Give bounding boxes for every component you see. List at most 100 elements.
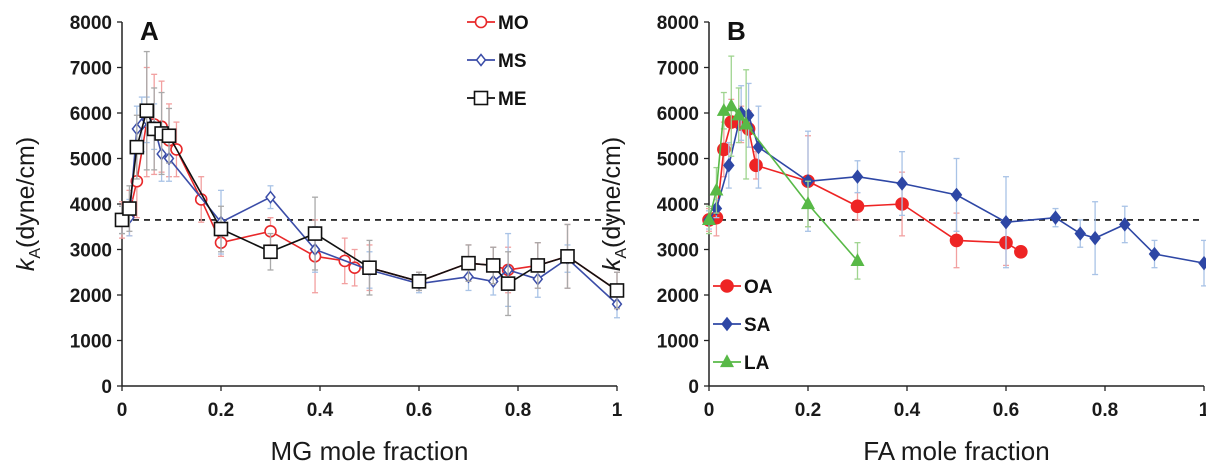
x-axis-label: MG mole fraction <box>271 436 469 466</box>
data-point <box>1119 217 1131 232</box>
y-tick-label: 5000 <box>70 150 112 171</box>
legend-item-mo: MO <box>467 13 529 34</box>
data-point <box>950 187 963 203</box>
data-point <box>701 212 717 226</box>
y-axis-label-unit: (dyne/cm) <box>598 137 626 248</box>
data-point <box>1000 214 1012 230</box>
data-point <box>1089 230 1101 246</box>
x-tick-label: 0.8 <box>505 400 531 421</box>
x-axis-label: FA mole fraction <box>863 436 1049 466</box>
legend-marker <box>475 53 487 67</box>
x-tick-label: 0.2 <box>208 400 234 421</box>
data-point <box>485 258 501 273</box>
series-me <box>114 50 625 317</box>
y-axis-label-subscript: A <box>27 248 44 259</box>
data-point <box>530 258 546 273</box>
legend-marker <box>473 90 489 106</box>
y-tick-label: 4000 <box>657 195 699 216</box>
data-point <box>307 226 323 241</box>
legend-item-sa: SA <box>713 315 771 336</box>
data-point <box>851 169 864 184</box>
data-point <box>362 260 377 276</box>
data-point <box>749 158 763 173</box>
y-axis-label-symbol: k <box>12 257 40 271</box>
chart-panel-b: 0 1000 2000 3000 4000 5000 6000 7000 8000 0 0.2 0.4… <box>598 13 1206 466</box>
data-point <box>731 107 746 121</box>
legend-item-oa: OA <box>713 277 773 298</box>
y-axis-label-symbol: k <box>598 257 626 271</box>
series-line <box>708 121 1022 253</box>
data-point <box>500 276 516 291</box>
data-point <box>139 103 155 119</box>
y-tick-label: 3000 <box>70 241 112 262</box>
y-tick-label: 4000 <box>70 195 112 216</box>
data-point <box>560 249 575 264</box>
series-sa <box>703 82 1206 287</box>
data-point <box>1148 246 1161 262</box>
data-point <box>724 98 739 112</box>
x-tick-label: 0.6 <box>993 400 1019 421</box>
y-tick-label: 6000 <box>657 104 699 125</box>
y-axis-label: kA(dyne/cm) <box>12 137 44 271</box>
data-point <box>1074 226 1087 241</box>
data-point <box>709 182 724 196</box>
y-tick-label: 0 <box>688 377 699 398</box>
legend-label: MS <box>498 51 527 72</box>
data-point <box>114 212 130 228</box>
y-tick-label: 1000 <box>70 332 112 353</box>
x-tick-label: 0.8 <box>1092 400 1118 421</box>
data-point <box>850 253 865 266</box>
data-point <box>265 190 276 204</box>
y-tick-label: 3000 <box>657 241 699 262</box>
legend-item-ms: MS <box>467 51 527 72</box>
data-point <box>161 128 177 144</box>
y-tick-label: 7000 <box>70 59 112 80</box>
x-tick-label: 1 <box>1199 400 1206 421</box>
x-tick-label: 0.6 <box>406 400 432 421</box>
series-la <box>701 55 865 280</box>
data-point <box>739 116 754 130</box>
legend-item-la: LA <box>713 353 770 374</box>
data-point <box>1014 244 1028 259</box>
data-point <box>896 176 908 191</box>
data-point <box>1198 255 1206 271</box>
legend-label: ME <box>498 89 527 110</box>
legend-marker <box>721 316 733 332</box>
data-point <box>1049 210 1062 225</box>
x-tick-label: 0.4 <box>307 400 334 421</box>
panel-letter: A <box>140 16 159 46</box>
legend-label: LA <box>744 353 770 374</box>
data-point <box>949 233 964 248</box>
x-tick-label: 0.2 <box>795 400 821 421</box>
x-tick-label: 0.4 <box>894 400 921 421</box>
y-tick-label: 8000 <box>70 13 112 34</box>
y-axis-label-subscript: A <box>613 248 630 259</box>
panel-letter: B <box>727 16 746 46</box>
data-point <box>461 255 476 271</box>
legend-item-me: ME <box>467 89 527 110</box>
data-point <box>213 221 229 237</box>
data-point <box>609 283 625 298</box>
y-tick-label: 0 <box>101 377 112 398</box>
data-point <box>850 199 865 214</box>
y-tick-label: 2000 <box>657 286 699 307</box>
legend-label: SA <box>744 315 771 336</box>
legend-marker <box>720 279 734 293</box>
y-tick-label: 8000 <box>657 13 699 34</box>
y-tick-label: 7000 <box>657 59 699 80</box>
y-axis-label-unit: (dyne/cm) <box>12 137 40 248</box>
data-point <box>723 158 735 173</box>
data-point <box>411 274 427 289</box>
legend-label: OA <box>744 277 773 298</box>
data-point <box>800 196 816 210</box>
y-tick-label: 1000 <box>657 332 699 353</box>
data-point <box>263 244 278 260</box>
y-tick-label: 6000 <box>70 104 112 125</box>
data-point <box>122 201 137 216</box>
data-point <box>129 139 145 155</box>
legend-marker <box>474 15 488 29</box>
legend-label: MO <box>498 13 529 34</box>
legend-marker <box>719 354 735 368</box>
x-tick-label: 0 <box>704 400 715 421</box>
